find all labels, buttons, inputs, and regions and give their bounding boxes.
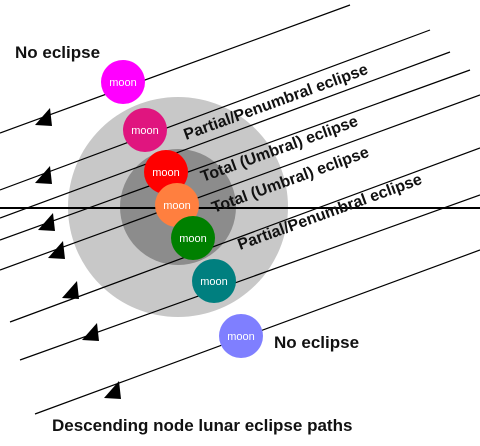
label-no-eclipse-bottom: No eclipse xyxy=(274,333,359,352)
moon-total-lower: moon xyxy=(171,216,215,260)
moon-no-eclipse-top: moon xyxy=(101,60,145,104)
arrow-1 xyxy=(35,108,52,126)
moon-label: moon xyxy=(152,167,180,179)
arrow-3 xyxy=(38,213,55,231)
path-6 xyxy=(9,147,480,323)
moon-partial-upper: moon xyxy=(123,108,167,152)
moon-label: moon xyxy=(200,276,228,288)
arrowheads xyxy=(35,108,121,399)
moon-center: moon xyxy=(155,183,199,227)
path-3 xyxy=(0,51,451,219)
moon-paths xyxy=(0,4,480,415)
arrow-7 xyxy=(104,381,121,399)
diagram-title: Descending node lunar eclipse paths xyxy=(52,416,352,435)
arrow-2 xyxy=(35,166,52,184)
path-5 xyxy=(0,94,480,271)
moon-label: moon xyxy=(163,200,191,212)
moon-no-eclipse-bottom: moon xyxy=(219,314,263,358)
label-no-eclipse-top: No eclipse xyxy=(15,43,100,62)
path-1 xyxy=(0,4,351,134)
arrow-5 xyxy=(62,281,79,299)
arrow-6 xyxy=(82,323,99,341)
moon-partial-lower: moon xyxy=(192,259,236,303)
moon-label: moon xyxy=(131,125,159,137)
moon-label: moon xyxy=(179,233,207,245)
path-2 xyxy=(0,29,431,191)
moon-label: moon xyxy=(227,331,255,343)
path-4 xyxy=(0,69,471,241)
arrow-4 xyxy=(48,241,65,259)
moon-label: moon xyxy=(109,77,137,89)
